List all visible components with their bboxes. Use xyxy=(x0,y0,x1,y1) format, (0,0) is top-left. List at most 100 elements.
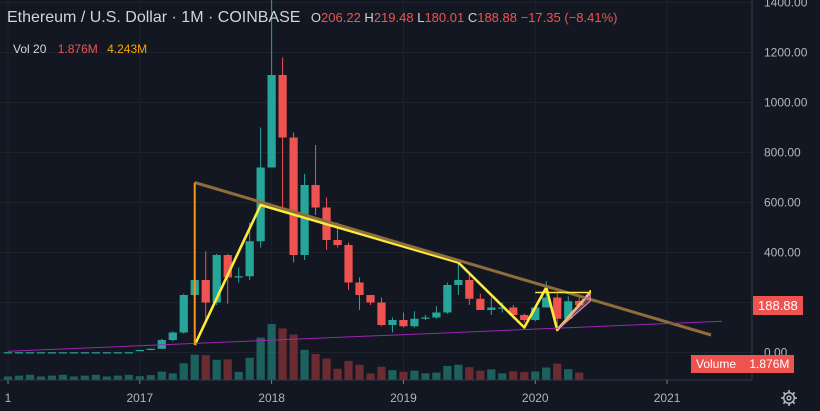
candle-body xyxy=(91,352,100,354)
time-tick-label: 2019 xyxy=(390,391,417,405)
candle-body xyxy=(377,302,386,325)
time-tick-label: 2020 xyxy=(522,391,549,405)
volume-ma-value: 4.243M xyxy=(107,42,148,56)
separator: · xyxy=(171,9,177,26)
candle-body xyxy=(355,282,364,295)
time-tick-label: 1 xyxy=(5,391,12,405)
open-label: O xyxy=(310,10,322,25)
volume-tag-label: Volume xyxy=(696,357,737,371)
open-value: 206.22 xyxy=(321,10,361,25)
volume-bar xyxy=(322,358,331,380)
gear-icon[interactable] xyxy=(780,389,798,407)
price-tick-label: 1000.00 xyxy=(764,96,808,110)
candle-body xyxy=(113,352,122,354)
volume-bar xyxy=(47,375,57,380)
volume-bars xyxy=(3,323,584,380)
candle-body xyxy=(487,307,496,310)
volume-bar xyxy=(201,355,210,380)
candle-body xyxy=(476,298,485,310)
volume-bar xyxy=(300,349,309,380)
interval[interactable]: 1M xyxy=(181,9,204,26)
price-tick-label: 1200.00 xyxy=(764,46,808,60)
candle-body xyxy=(168,332,177,340)
low-label: L xyxy=(417,10,425,25)
volume-bar xyxy=(498,373,507,380)
volume-value: 1.876M xyxy=(57,42,98,56)
volume-bar xyxy=(234,371,243,380)
candle-body xyxy=(36,352,46,354)
exchange: COINBASE xyxy=(217,9,301,26)
volume-bar xyxy=(289,334,298,380)
volume-bar xyxy=(333,368,342,380)
volume-bar xyxy=(14,375,24,380)
volume-tag-value: 1.876M xyxy=(749,357,790,371)
volume-bar xyxy=(256,337,265,380)
volume-bar xyxy=(113,375,122,380)
candle-body xyxy=(553,297,562,319)
volume-bar xyxy=(377,366,386,380)
drawings xyxy=(7,181,723,352)
volume-bar xyxy=(212,359,221,380)
volume-bar xyxy=(135,376,144,380)
volume-bar xyxy=(311,353,320,380)
price-tick-label: 1400.00 xyxy=(764,0,808,10)
candle-body xyxy=(399,320,408,327)
candle-body xyxy=(410,318,419,327)
candle-body xyxy=(25,352,35,354)
candle-body xyxy=(300,185,309,255)
candle-body xyxy=(443,285,452,313)
candle-body xyxy=(289,137,298,255)
support-line xyxy=(7,320,723,352)
volume-bar xyxy=(344,360,353,380)
candle-body xyxy=(542,297,551,308)
volume-bar xyxy=(3,376,13,380)
volume-bar xyxy=(553,363,562,380)
volume-tag: Volume 1.876M xyxy=(691,355,795,373)
candle-body xyxy=(223,255,232,278)
last-price-value: 188.88 xyxy=(758,298,798,314)
candle-body xyxy=(344,245,353,283)
candle-body xyxy=(146,348,155,350)
candle-body xyxy=(102,352,111,354)
target-bracket xyxy=(535,290,591,294)
volume-bar xyxy=(366,373,375,380)
volume-bar xyxy=(102,376,111,380)
candle-body xyxy=(245,241,254,277)
volume-bar xyxy=(564,369,573,380)
volume-bar xyxy=(168,373,177,380)
volume-bar xyxy=(157,371,166,380)
close-label: C xyxy=(467,10,478,25)
grid xyxy=(0,0,752,380)
descending-trendline xyxy=(194,181,712,337)
candle-body xyxy=(124,352,133,354)
volume-bar xyxy=(190,354,199,380)
high-label: H xyxy=(364,10,374,25)
candle-body xyxy=(201,280,210,303)
candle-body xyxy=(421,317,430,319)
volume-bar xyxy=(454,364,463,380)
price-axis xyxy=(752,0,820,411)
volume-bar xyxy=(432,372,441,380)
price-tick-label: 400.00 xyxy=(764,246,801,260)
candle-body xyxy=(135,350,144,352)
volume-bar xyxy=(410,370,419,380)
candle-body xyxy=(58,352,68,354)
symbol-title[interactable]: Ethereum / U.S. Dollar xyxy=(7,9,168,26)
candle-body xyxy=(333,240,342,245)
volume-bar xyxy=(465,367,474,380)
low-value: 180.01 xyxy=(424,10,465,25)
candle-body xyxy=(465,280,474,299)
volume-bar xyxy=(355,364,364,380)
last-price-tag: 188.88 xyxy=(753,296,803,316)
candle-body xyxy=(432,312,441,318)
volume-bar xyxy=(476,370,485,380)
candle-body xyxy=(531,307,540,320)
volume-legend[interactable]: Vol 20 1.876M 4.243M xyxy=(13,42,147,56)
volume-legend-label: Vol 20 xyxy=(13,42,47,56)
candle-body xyxy=(69,352,79,354)
volume-bar xyxy=(399,371,408,380)
volume-bar xyxy=(575,372,584,380)
